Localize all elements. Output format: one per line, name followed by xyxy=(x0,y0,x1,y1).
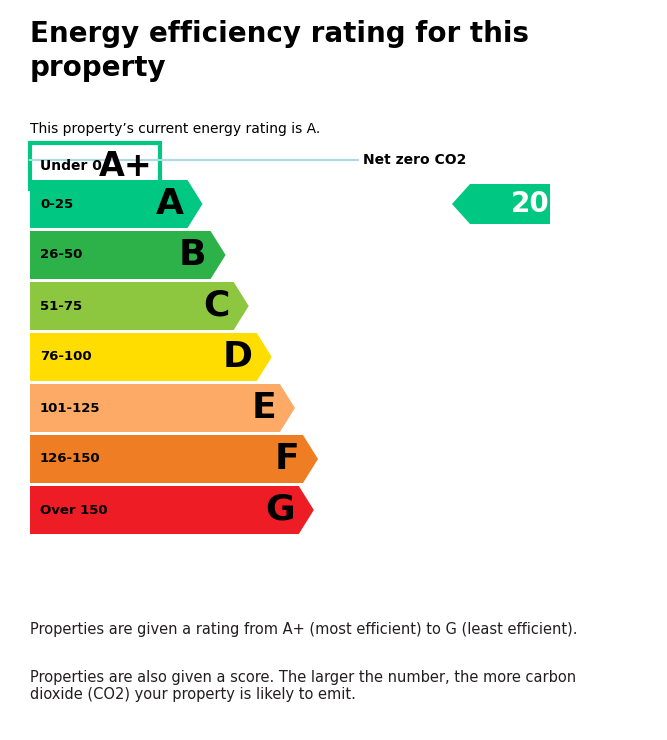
Polygon shape xyxy=(30,435,318,483)
Text: B: B xyxy=(179,238,207,272)
Text: 76-100: 76-100 xyxy=(40,351,91,363)
Text: Properties are given a rating from A+ (most efficient) to G (least efficient).: Properties are given a rating from A+ (m… xyxy=(30,622,578,637)
Text: 26-50: 26-50 xyxy=(40,249,83,261)
Text: A: A xyxy=(155,187,183,221)
Polygon shape xyxy=(30,282,249,330)
Text: Properties are also given a score. The larger the number, the more carbon
dioxid: Properties are also given a score. The l… xyxy=(30,670,576,702)
Text: Energy efficiency rating for this
property: Energy efficiency rating for this proper… xyxy=(30,20,529,81)
Text: G: G xyxy=(265,493,295,527)
Text: C: C xyxy=(203,289,229,323)
Polygon shape xyxy=(30,231,225,279)
Text: This property’s current energy rating is A.: This property’s current energy rating is… xyxy=(30,122,320,136)
Polygon shape xyxy=(30,333,271,381)
Polygon shape xyxy=(452,184,550,224)
Text: D: D xyxy=(223,340,253,374)
Text: E: E xyxy=(251,391,276,425)
Text: Net zero CO2: Net zero CO2 xyxy=(363,153,466,167)
Text: F: F xyxy=(274,442,299,476)
Text: Under 0: Under 0 xyxy=(40,159,102,173)
Text: 126-150: 126-150 xyxy=(40,452,101,465)
Text: Over 150: Over 150 xyxy=(40,503,107,517)
Text: 101-125: 101-125 xyxy=(40,402,101,414)
Polygon shape xyxy=(30,384,295,432)
Polygon shape xyxy=(30,180,203,228)
Text: 51-75: 51-75 xyxy=(40,300,82,312)
Text: 20: 20 xyxy=(511,190,550,218)
Text: A+: A+ xyxy=(99,149,152,183)
Polygon shape xyxy=(30,486,313,534)
FancyBboxPatch shape xyxy=(30,143,160,189)
Text: 0-25: 0-25 xyxy=(40,198,73,210)
